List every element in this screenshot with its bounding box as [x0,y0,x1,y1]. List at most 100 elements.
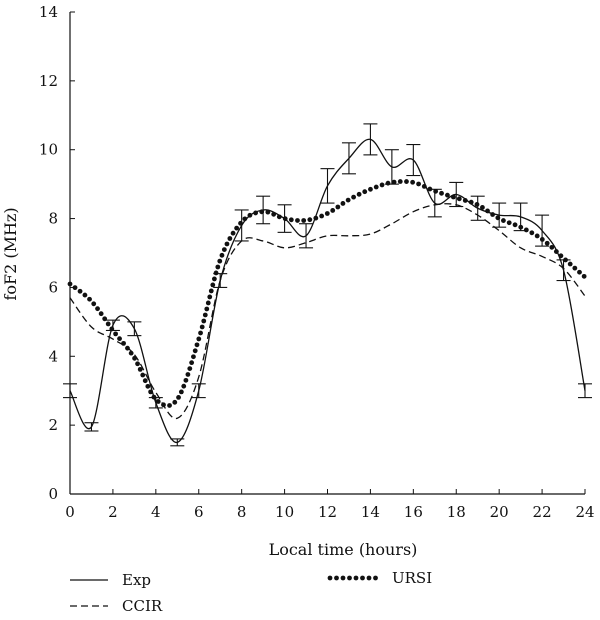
series-ursi-dot [121,340,126,346]
series-ursi-dot [445,192,450,198]
series-ursi-dot [242,216,248,222]
legend-label: URSI [392,569,432,587]
y-tick-label: 14 [39,3,58,21]
tick-marks [69,11,586,495]
x-tick-label: 20 [490,503,509,521]
series-ursi-dot [295,218,300,223]
series-ursi-dot [319,213,325,219]
series-ursi-dot [385,180,391,186]
series-ursi-dot [572,265,578,271]
legend-swatch-dot [353,575,359,581]
error-bar [406,144,421,177]
series-ursi-dot [82,292,88,298]
series-ursi-dot [529,230,535,236]
y-tick-label: 12 [39,72,58,90]
series-ursi-dot [368,186,373,192]
series-ursi-dot [410,179,416,185]
y-axis-title: foF2 (MHz) [1,207,20,300]
error-bar [63,383,77,399]
series-ursi-dot [187,366,193,371]
legend-swatch-dot [347,575,352,581]
error-bar [299,223,314,249]
y-tick-label: 10 [39,141,58,159]
series-ursi-dot [185,372,191,377]
legend: Exp CCIR URSI [70,569,432,615]
series-ursi-dot [539,237,545,242]
x-tick-label: 2 [108,503,118,521]
error-bar [341,142,356,175]
x-tick-label: 14 [361,503,380,521]
series-ursi-dot [577,269,582,275]
x-tick-label: 22 [533,503,552,521]
series-ursi-dot [113,331,118,337]
series-ursi-dot [207,294,213,300]
series-ursi-dot [534,233,540,239]
series-ursi-dot [427,186,433,192]
series-ursi-dot [148,389,154,395]
series-ursi-dot [490,212,496,217]
series-ursi-dot [213,270,219,276]
x-tick-labels: 0 2 4 6 8 10 12 14 16 18 20 22 24 [65,503,594,521]
series-ursi-dot [523,227,529,233]
series-ursi-dot [117,336,122,342]
legend-item-exp: Exp [70,571,151,589]
series-ursi-dot [87,296,92,302]
x-tick-label: 18 [447,503,466,521]
error-bar [234,209,249,242]
series-ursi-dot [198,330,203,336]
series-ursi-dot [558,253,564,259]
legend-swatch-dot [327,575,333,581]
series-ursi-dot [351,194,356,200]
series-ursi [67,179,587,408]
series-ursi-dot [421,184,427,189]
series-exp-line [69,138,586,444]
series-ursi-dot [276,214,282,220]
series-ursi-dot [211,276,217,282]
series-ursi-dot [91,301,97,307]
series-ursi-dot [397,179,403,184]
series-ursi-dot [301,218,307,223]
series-layer [63,123,592,447]
series-ursi-dot [456,196,462,202]
series-ursi-dot [230,230,236,236]
x-tick-label: 8 [237,503,247,521]
series-ursi-dot [567,261,573,267]
series-ursi-dot [204,306,210,312]
y-tick-label: 2 [48,416,58,434]
series-ursi-dot [544,240,550,246]
y-tick-label: 6 [48,278,58,296]
series-ursi-dot [135,361,140,367]
series-ursi-dot [271,211,277,217]
series-ursi-dot [192,348,198,354]
series-ursi-dot [391,179,397,185]
series-ursi-dot [379,182,385,188]
series-ursi-dot [227,236,233,241]
series-ursi-dot [238,220,243,226]
series-ursi-dot [189,360,195,366]
series-ursi-dot [485,208,490,214]
series-ursi-dot [176,395,181,400]
series-ursi-dot [356,191,362,197]
series-ursi-dot [282,216,288,222]
series-ursi-dot [167,403,172,408]
series-ursi-dot [72,285,78,291]
series-ursi-dot [102,316,108,322]
series-ursi-dot [480,205,485,210]
series-ursi-dot [98,311,104,317]
series-ursi-dot [210,282,216,288]
series-ursi-dot [77,288,83,294]
legend-swatch-dot [334,575,339,581]
series-ursi-dot [145,383,151,389]
series-ursi-dot [553,249,559,254]
series-ursi-dot [217,258,223,264]
series-ursi-dot [330,208,336,213]
error-bar [84,422,99,432]
series-ursi-dot [439,190,444,196]
series-ursi-dot [151,394,157,400]
series-ursi-dot [549,244,555,250]
error-bar [363,123,378,156]
series-ursi-dot [518,224,524,230]
series-ursi-dot [95,306,100,312]
legend-swatch-dot [340,575,346,581]
series-ursi-dot [313,215,319,221]
